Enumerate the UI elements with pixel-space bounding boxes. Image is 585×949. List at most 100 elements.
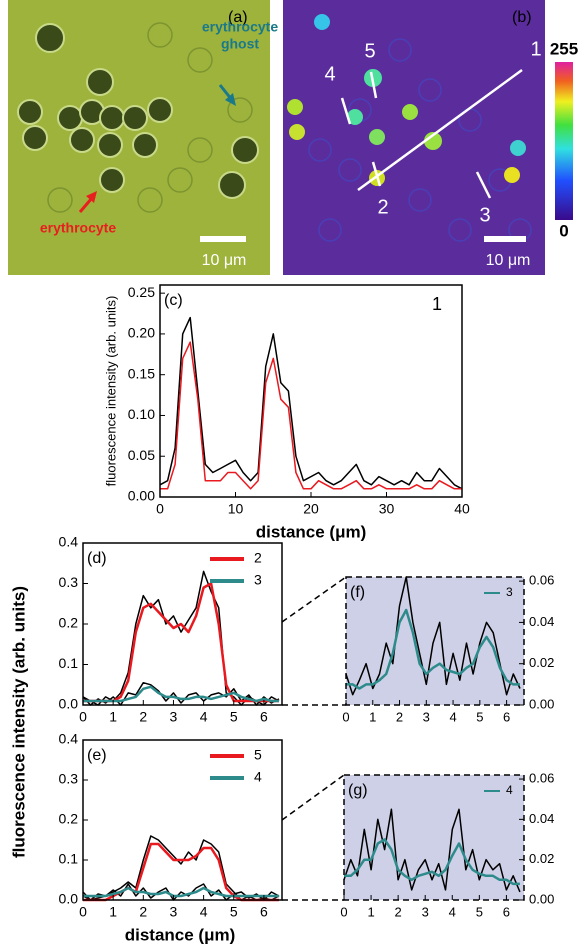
y-tick-label: 0.4 bbox=[59, 534, 79, 550]
x-axis-label: distance (μm) bbox=[256, 522, 367, 541]
line-label: 5 bbox=[364, 40, 375, 62]
y-tick-label: 0.05 bbox=[128, 447, 155, 463]
x-tick-label: 40 bbox=[454, 501, 470, 517]
y-tick-label: 0.25 bbox=[128, 284, 155, 300]
y-tick-label: 0.1 bbox=[59, 655, 79, 671]
x-tick-label: 20 bbox=[303, 501, 319, 517]
y-tick-label: 0.00 bbox=[529, 891, 554, 906]
x-tick-label: 4 bbox=[200, 904, 208, 920]
x-tick-label: 6 bbox=[260, 904, 268, 920]
zoom-connectors bbox=[281, 576, 347, 901]
x-tick-label: 5 bbox=[476, 709, 483, 724]
plot-frame bbox=[345, 576, 525, 706]
legend-label: 3 bbox=[506, 585, 513, 599]
y-tick-label: 0.04 bbox=[529, 614, 554, 629]
y-tick-label: 0.00 bbox=[128, 488, 155, 504]
y-tick-label: 0.1 bbox=[59, 851, 79, 867]
cells bbox=[17, 23, 259, 199]
data-line bbox=[82, 835, 280, 901]
x-tick-label: 6 bbox=[260, 709, 268, 725]
plot-frame bbox=[82, 739, 283, 901]
cell-label: erythrocyte bbox=[40, 220, 116, 236]
scale-bar bbox=[200, 236, 246, 242]
ghost-label: ghost bbox=[221, 36, 259, 52]
data-line bbox=[160, 341, 462, 490]
y-tick-label: 0.3 bbox=[59, 771, 79, 787]
panel-label: (a) bbox=[228, 9, 248, 26]
x-tick-label: 0 bbox=[340, 904, 347, 919]
x-tick-label: 3 bbox=[422, 904, 429, 919]
x-axis-label: distance (μm) bbox=[125, 925, 236, 944]
y-tick-label: 0.3 bbox=[59, 574, 79, 590]
panel-label: (b) bbox=[512, 9, 532, 26]
data-line bbox=[159, 316, 463, 490]
x-tick-label: 5 bbox=[476, 904, 483, 919]
x-tick-label: 1 bbox=[109, 709, 117, 725]
colorbar-min: 0 bbox=[559, 221, 568, 240]
line-label: 4 bbox=[324, 63, 335, 85]
x-tick-label: 0 bbox=[342, 709, 349, 724]
x-tick-label: 0 bbox=[156, 501, 164, 517]
x-tick-label: 3 bbox=[170, 709, 178, 725]
y-axis-label: fluorescence intensity (arb. units) bbox=[103, 296, 118, 487]
panel-label: (d) bbox=[87, 550, 107, 567]
y-tick-label: 0.0 bbox=[59, 696, 79, 712]
legend-label: 4 bbox=[506, 783, 513, 797]
x-tick-label: 4 bbox=[200, 709, 208, 725]
legend-label: 4 bbox=[254, 769, 262, 785]
x-tick-label: 2 bbox=[396, 709, 403, 724]
x-tick-label: 1 bbox=[367, 904, 374, 919]
data-line bbox=[83, 685, 279, 703]
annotation: 1 bbox=[432, 294, 442, 314]
x-tick-label: 6 bbox=[503, 709, 510, 724]
x-tick-label: 1 bbox=[109, 904, 117, 920]
y-tick-label: 0.04 bbox=[529, 811, 554, 826]
scale-label: 10 μm bbox=[202, 252, 247, 269]
x-tick-label: 30 bbox=[379, 501, 395, 517]
data-line bbox=[83, 886, 279, 898]
data-line bbox=[344, 838, 520, 886]
x-tick-label: 6 bbox=[503, 904, 510, 919]
arrow bbox=[78, 197, 94, 213]
x-tick-label: 2 bbox=[395, 904, 402, 919]
legend-label: 2 bbox=[254, 550, 262, 566]
y-tick-label: 0.20 bbox=[128, 325, 155, 341]
colorbar bbox=[555, 62, 573, 220]
y-tick-label: 0.06 bbox=[529, 770, 554, 785]
panel-label: (f) bbox=[350, 584, 365, 601]
ghosts bbox=[47, 22, 253, 213]
legend-label: 3 bbox=[254, 572, 262, 588]
x-tick-label: 4 bbox=[449, 904, 456, 919]
y-tick-label: 0.0 bbox=[59, 891, 79, 907]
scale-label: 10 μm bbox=[486, 252, 531, 269]
x-tick-label: 2 bbox=[139, 904, 147, 920]
x-tick-label: 1 bbox=[369, 709, 376, 724]
y-tick-label: 0.02 bbox=[529, 851, 554, 866]
legend-label: 5 bbox=[254, 747, 262, 763]
y-tick-label: 0.00 bbox=[529, 696, 554, 711]
arrow-head bbox=[225, 93, 236, 106]
panel-a: (a) erythrocyte ghost erythrocyte 10 μm bbox=[8, 0, 278, 275]
line-label: 3 bbox=[479, 204, 490, 226]
data-line bbox=[83, 582, 279, 703]
y-tick-label: 0.2 bbox=[59, 811, 79, 827]
y-tick-label: 0.15 bbox=[128, 365, 155, 381]
panel-label: (g) bbox=[348, 782, 368, 799]
colorbar-max: 255 bbox=[550, 39, 578, 58]
data-line bbox=[82, 570, 280, 706]
x-tick-label: 10 bbox=[228, 501, 244, 517]
x-tick-label: 4 bbox=[449, 709, 456, 724]
y-tick-label: 0.06 bbox=[529, 573, 554, 588]
plot-frame bbox=[343, 774, 525, 901]
y-tick-label: 0.4 bbox=[59, 731, 79, 747]
panel-label: (c) bbox=[164, 292, 183, 309]
x-tick-label: 5 bbox=[230, 904, 238, 920]
arrow-head bbox=[86, 191, 97, 203]
panel-label: (e) bbox=[87, 747, 107, 764]
x-tick-label: 3 bbox=[170, 904, 178, 920]
x-tick-label: 5 bbox=[230, 709, 238, 725]
y-tick-label: 0.02 bbox=[529, 655, 554, 670]
ghost-label: erythrocyte bbox=[202, 19, 278, 35]
y-tick-label: 0.2 bbox=[59, 615, 79, 631]
